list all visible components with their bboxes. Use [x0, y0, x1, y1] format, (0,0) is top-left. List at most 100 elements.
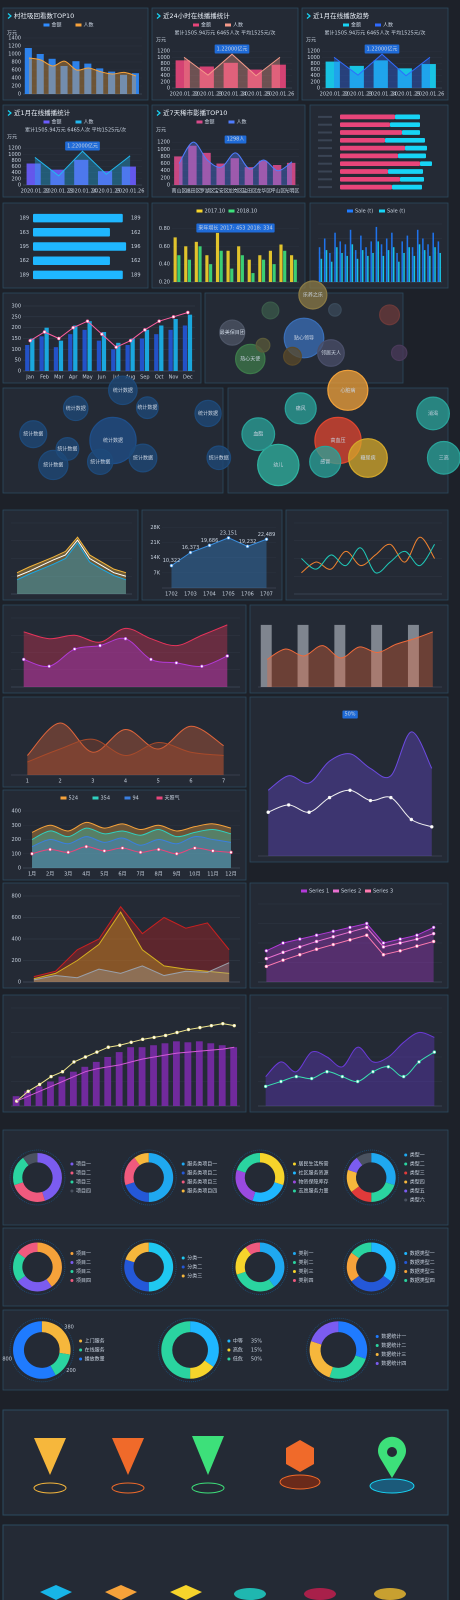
bar: [87, 321, 92, 371]
legend-label: 类别一: [298, 1250, 313, 1257]
point: [118, 1043, 122, 1047]
donut-slice: [351, 1275, 392, 1292]
bar: [392, 184, 422, 190]
legend-dot: [404, 1270, 408, 1273]
bar: [387, 250, 390, 282]
bubble-label: 贴心领导: [294, 335, 314, 342]
x-tick-label: Mar: [54, 375, 64, 381]
legend-label: 2018.10: [237, 209, 258, 215]
line: [16, 1046, 235, 1102]
line: [29, 312, 188, 348]
bar: [351, 244, 354, 282]
bar-track: [318, 147, 332, 150]
bubble-label: 统计数据: [90, 458, 110, 465]
legend-label: 播放数量: [85, 1356, 105, 1363]
value-label: 35%: [251, 1339, 262, 1345]
point: [163, 1033, 168, 1038]
line: [28, 57, 137, 77]
x-tick-label: 2020.01.26: [116, 189, 145, 195]
x-tick-label: 罗湖区: [200, 188, 215, 195]
y-tick-label: 400: [11, 937, 21, 943]
legend-label: 金额: [201, 22, 211, 29]
y-tick-label: 300: [11, 823, 21, 829]
value-label: 162: [131, 258, 141, 264]
bar: [159, 325, 164, 371]
bar: [184, 1042, 192, 1106]
bar: [370, 241, 372, 282]
legend-dot: [375, 1353, 379, 1356]
bar: [382, 255, 385, 282]
area: [265, 1032, 435, 1106]
point: [398, 937, 402, 941]
bar: [260, 624, 272, 687]
line: [23, 624, 228, 647]
point: [129, 1040, 133, 1045]
x-tick-label: 2020.01.22: [21, 189, 50, 195]
y-tick-label: 28K: [150, 525, 160, 531]
title-mark: [156, 13, 161, 19]
bar: [361, 250, 364, 282]
legend-dot: [181, 1265, 185, 1269]
legend-dot: [79, 1339, 83, 1343]
bar: [219, 250, 223, 282]
y-tick-label: 800: [310, 61, 320, 67]
bubble: [19, 420, 48, 449]
donut-slice: [161, 1321, 191, 1379]
legend-swatch: [365, 889, 371, 893]
point: [140, 1037, 145, 1042]
bar: [356, 258, 359, 282]
point: [264, 956, 269, 961]
y-tick-label: 1200: [8, 44, 21, 50]
subtitle: 累计1505.94万元 6465人次 平均1525元/次: [25, 127, 126, 134]
y-tick-label: 21K: [150, 540, 160, 546]
point: [188, 550, 193, 555]
value-label: 16,373: [182, 545, 200, 551]
panel: [2, 1129, 449, 1226]
legend-dot: [70, 1171, 74, 1175]
x-tick-label: 2020.01.24: [218, 92, 247, 98]
x-tick-label: 1703: [184, 592, 197, 598]
point: [365, 921, 369, 926]
x-tick-label: 2020.01.25: [392, 92, 421, 98]
donut-halo: [306, 1317, 371, 1383]
bar: [258, 160, 268, 185]
legend-dot: [181, 1256, 185, 1260]
y-tick-label: 800: [11, 60, 21, 66]
x-tick-label: 11月: [207, 872, 218, 878]
bar: [230, 1047, 238, 1106]
donut-slice: [371, 1242, 396, 1282]
x-tick-label: 1706: [241, 592, 254, 598]
bar: [318, 247, 321, 282]
bubble: [128, 443, 158, 473]
bubble-label: 邻居天人: [321, 350, 341, 357]
bar: [115, 1052, 123, 1106]
point: [365, 925, 369, 930]
point: [264, 537, 269, 541]
icon-pin: [378, 1436, 406, 1478]
bar: [372, 253, 374, 282]
point: [286, 803, 291, 807]
legend-swatch: [75, 23, 82, 27]
bar: [182, 325, 188, 371]
line: [31, 827, 232, 840]
bar: [336, 247, 338, 282]
point: [432, 1050, 437, 1054]
line: [33, 962, 230, 981]
y-tick-label: 0: [317, 86, 320, 92]
bar: [218, 1045, 226, 1106]
bubble: [284, 392, 317, 425]
line: [16, 539, 127, 577]
legend-label: 项目四: [76, 1278, 91, 1284]
x-tick-label: Jun: [97, 375, 106, 381]
donut-slice: [236, 1271, 275, 1292]
bar: [53, 347, 59, 371]
point: [30, 852, 34, 856]
bar: [173, 1041, 180, 1106]
area: [184, 54, 280, 88]
icon-partial: [105, 1585, 137, 1600]
icon-partial: [304, 1588, 336, 1600]
bar: [74, 159, 89, 185]
legend-label: Sale (t): [387, 209, 405, 215]
y-tick-label: 0: [18, 866, 21, 872]
